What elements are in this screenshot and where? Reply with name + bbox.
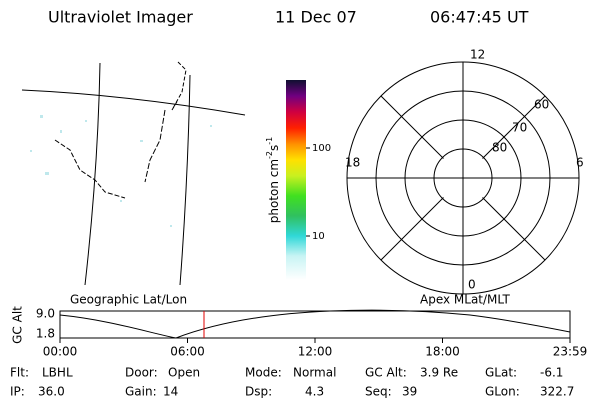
status-value: 36.0 [38,385,65,399]
exponent: -1 [265,137,274,145]
diagonal [380,197,444,261]
y-label: GC Alt [11,306,25,344]
mlat-label: 80 [492,141,507,155]
status-label: Flt: [10,366,29,380]
altitude-plot: GC Alt 9.0 1.8 00:00 06:00 12:00 18:00 23:59 [11,306,588,359]
mlat-label: 60 [534,98,549,112]
colorbar-gradient [286,80,306,280]
altitude-curve [59,309,571,339]
status-value: Normal [293,366,336,380]
colorbar-tick-label: 100 [312,143,331,154]
mlt-label: 6 [576,156,584,170]
status-value: Open [168,366,200,380]
status-label: Mode: [245,366,282,380]
map-label: Geographic Lat/Lon [70,293,187,307]
coastline [171,61,187,111]
time: 06:47:45 UT [430,8,529,27]
diagonal [482,197,546,261]
longitude-line [84,62,101,286]
status-label: Gain: [125,385,157,399]
status-value: 39 [402,385,417,399]
status-panel: Flt: LBHL Door: Open Mode: Normal GC Alt: 3.9 R… [10,366,574,399]
mlt-label: 0 [468,278,476,292]
coastline [54,139,126,199]
status-value: 14 [163,385,178,399]
status-value: 3.9 Re [420,366,458,380]
diagonal [380,95,444,159]
x-tick-label: 06:00 [170,345,205,359]
exponent: -2 [265,151,274,159]
faint-pixels [30,115,212,227]
title: Ultraviolet Imager [48,8,193,27]
status-label: Dsp: [245,385,272,399]
colorbar-label: photon cm-2s-1 [265,137,281,224]
status-label: IP: [10,385,25,399]
polar-label: Apex MLat/MLT [420,293,510,307]
y-tick-label: 1.8 [36,327,55,341]
x-tick-label: 12:00 [298,345,333,359]
status-label: GC Alt: [365,366,407,380]
status-label: GLat: [485,366,517,380]
unit: s [267,145,281,151]
diagonal [482,95,546,159]
status-label: Seq: [365,385,392,399]
x-tick-label: 23:59 [553,345,588,359]
x-tick-label: 18:00 [425,345,460,359]
status-value: 322.7 [540,385,574,399]
x-tick-label: 00:00 [43,345,78,359]
longitude-line [179,74,191,286]
header: Ultraviolet Imager 11 Dec 07 06:47:45 UT [48,8,529,27]
map [21,61,246,286]
polar-plot: 12 18 6 0 60 70 80 [345,48,584,295]
x-ticks: 00:00 06:00 12:00 18:00 23:59 [43,338,588,359]
date: 11 Dec 07 [275,8,357,27]
y-tick-label: 9.0 [36,307,55,321]
unit: photon cm [267,159,281,223]
status-label: GLon: [485,385,520,399]
latitude-line [21,89,246,116]
coastline [144,109,166,183]
status-label: Door: [125,366,158,380]
colorbar: 100 10 photon cm-2s-1 [265,80,331,280]
status-value: -6.1 [540,366,563,380]
mlt-label: 12 [470,48,485,62]
colorbar-tick-label: 10 [312,231,325,242]
mlat-label: 70 [512,121,527,135]
status-value: LBHL [42,366,73,380]
mlt-label: 18 [345,156,360,170]
plot-frame [59,310,571,339]
status-value: 4.3 [305,385,324,399]
